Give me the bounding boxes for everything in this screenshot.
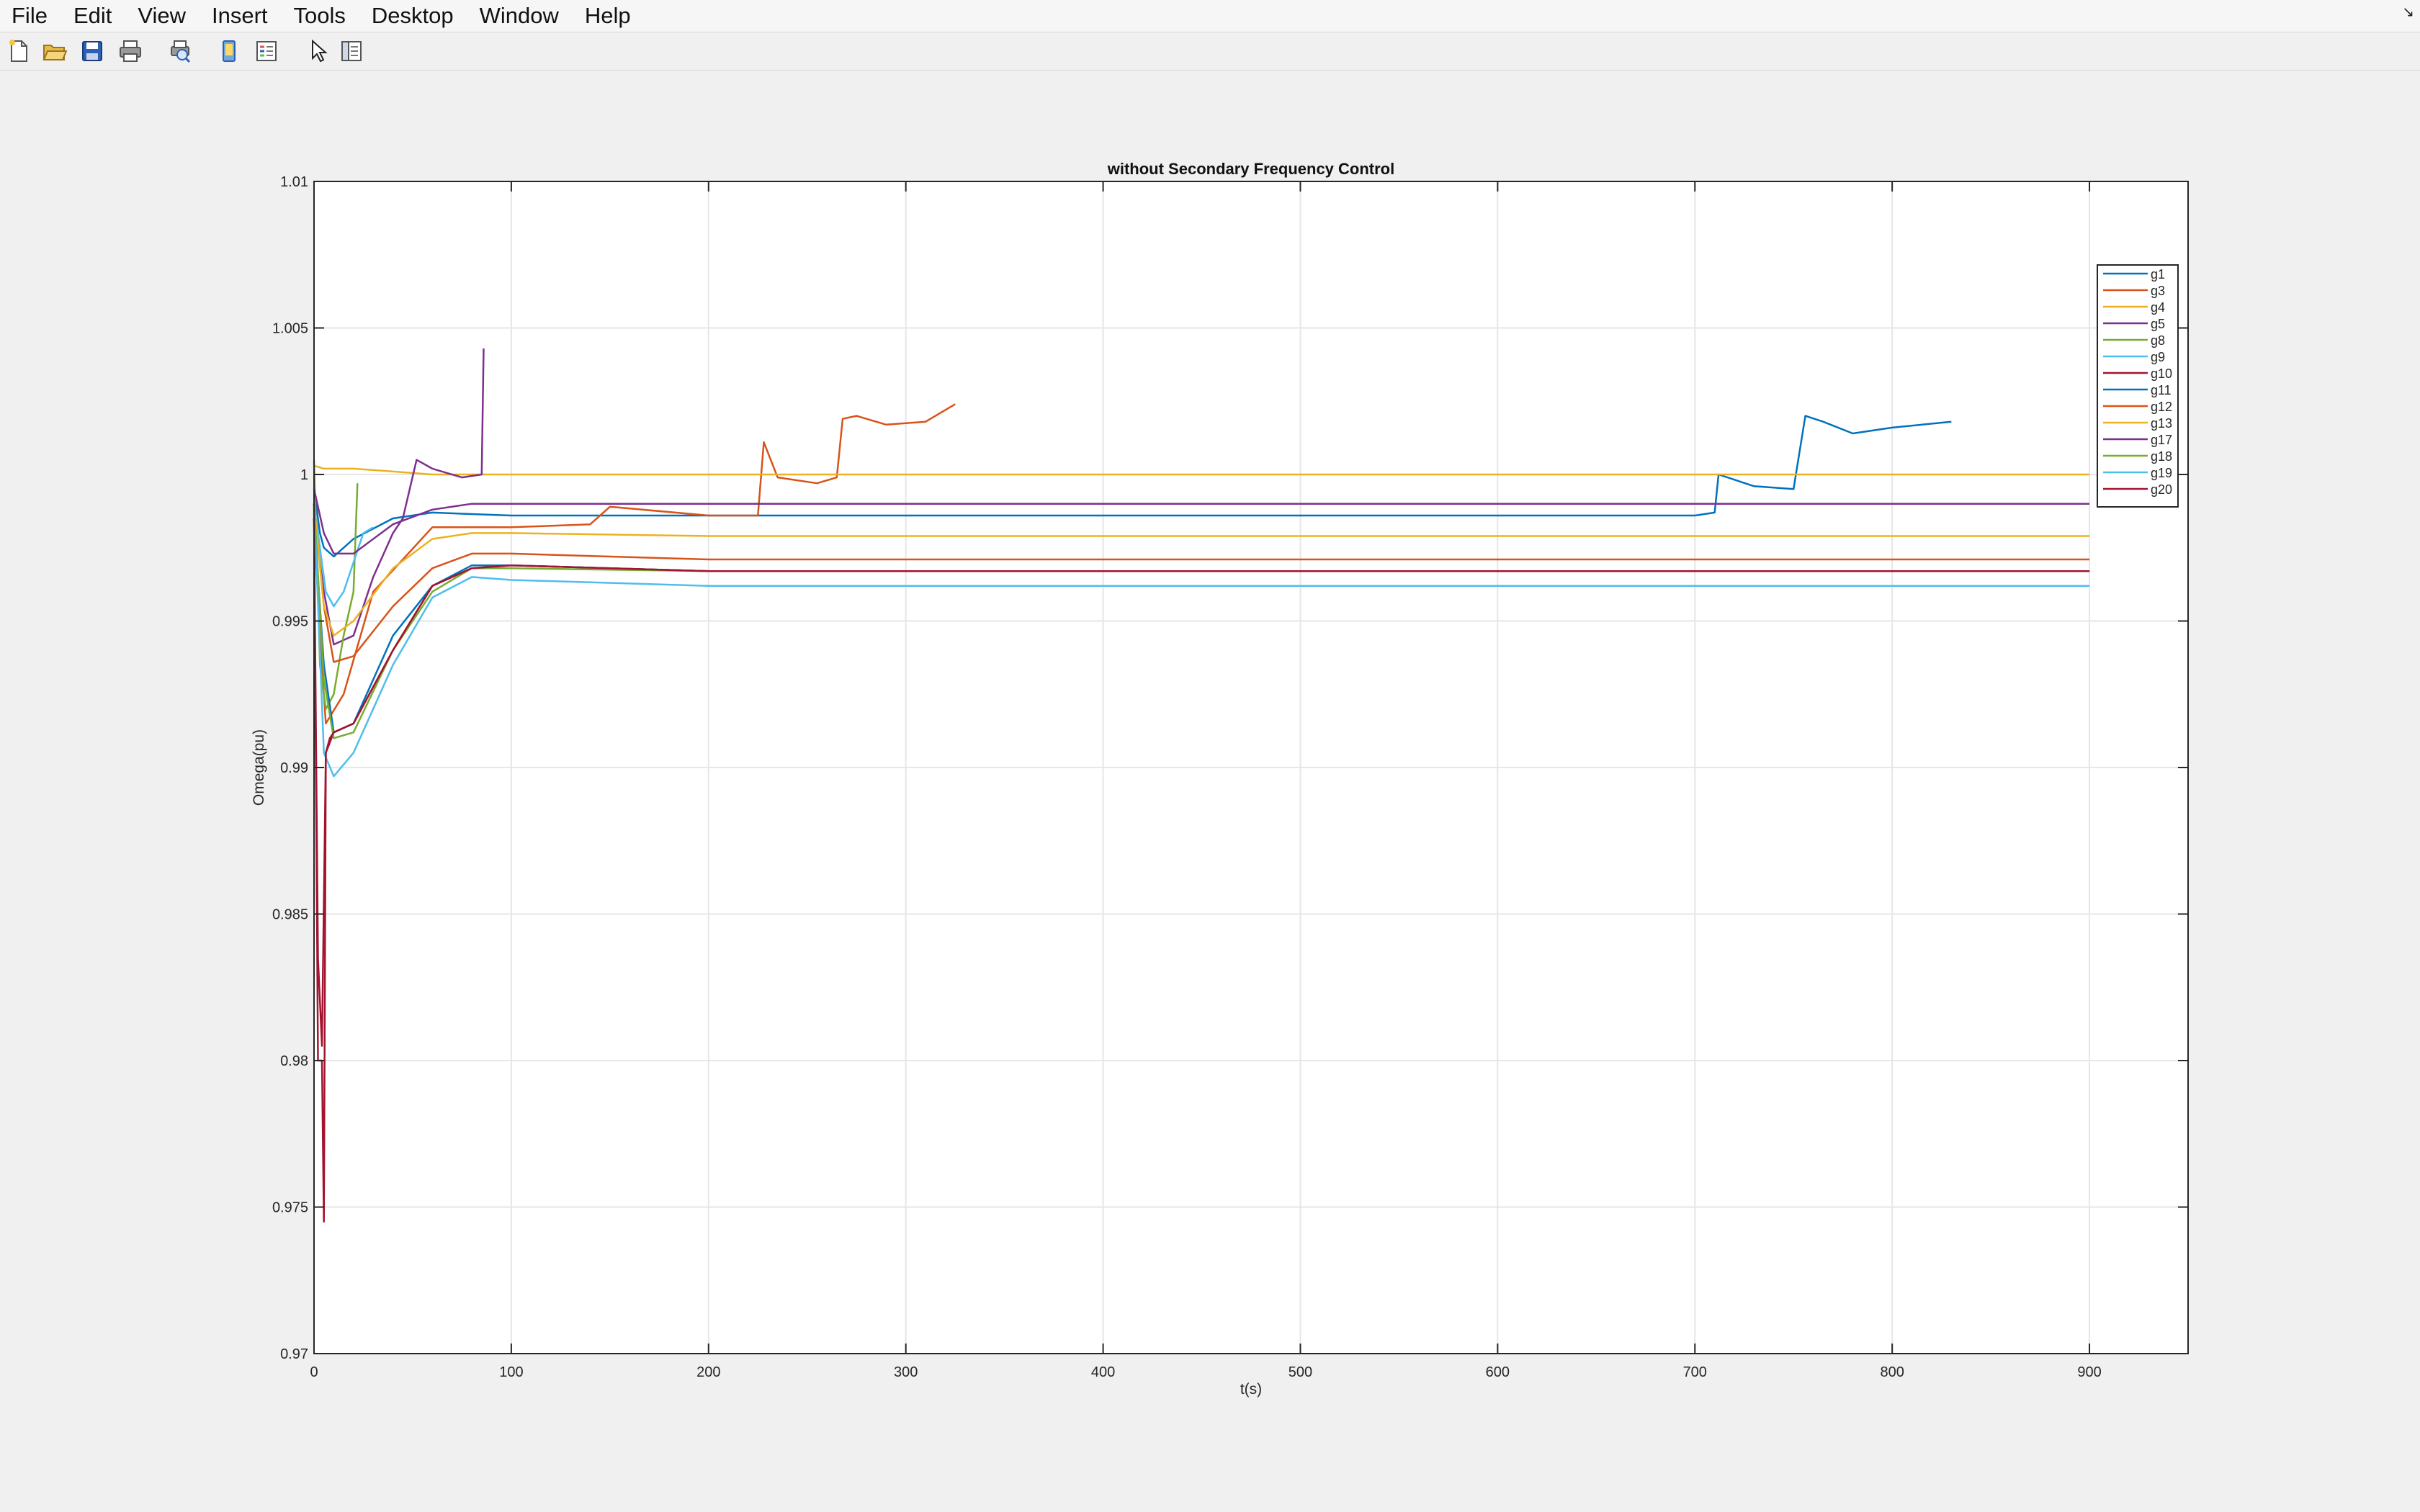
- legend-label-g10: g10: [2151, 366, 2172, 381]
- legend-label-g5: g5: [2151, 317, 2165, 331]
- menu-view[interactable]: View: [138, 3, 187, 28]
- legend-label-g13: g13: [2151, 416, 2172, 431]
- property-inspector-button[interactable]: [339, 38, 364, 64]
- x-tick-label: 500: [1289, 1364, 1312, 1380]
- grid-lines: [314, 181, 2188, 1354]
- series-line-g12: [313, 503, 2090, 663]
- insert-legend-icon: [254, 38, 279, 64]
- line-chart: 0 100 200 300 400 500 600 700 800 900 0.97 0.975 0.9…: [251, 160, 2189, 1398]
- series-line-g9: [313, 503, 374, 608]
- legend-box: [2097, 264, 2179, 508]
- print-preview-button[interactable]: [167, 38, 193, 64]
- x-tick-label: 900: [2077, 1364, 2101, 1380]
- series-line-g5: [313, 348, 485, 646]
- y-tick-label: 1.005: [272, 321, 308, 337]
- legend-label-g1: g1: [2151, 267, 2165, 282]
- property-inspector-icon: [339, 38, 364, 64]
- insert-legend-button[interactable]: [254, 38, 279, 64]
- x-tick-label: 800: [1880, 1364, 1904, 1380]
- figure-area: 0 100 200 300 400 500 600 700 800 900 0.97 0.975 0.9…: [0, 71, 2420, 1512]
- menu-tools[interactable]: Tools: [293, 3, 346, 28]
- menu-file[interactable]: File: [12, 3, 48, 28]
- edit-plot-arrow-icon: [305, 38, 331, 64]
- link-plot-button[interactable]: [216, 38, 242, 64]
- y-tick-label: 0.985: [272, 907, 308, 923]
- open-file-button[interactable]: [42, 38, 68, 64]
- series-line-g17: [313, 489, 2090, 555]
- legend-label-g12: g12: [2151, 400, 2172, 414]
- axis-ticks: 0 100 200 300 400 500 600 700 800 900 0.97 0.975 0.9…: [272, 174, 2188, 1380]
- y-tick-label: 0.995: [272, 614, 308, 630]
- legend-label-g17: g17: [2151, 433, 2172, 447]
- y-tick-label: 1.01: [280, 174, 308, 190]
- save-icon: [79, 38, 105, 64]
- series-line-g18: [313, 503, 2090, 739]
- x-tick-label: 300: [894, 1364, 918, 1380]
- open-file-icon: [42, 38, 68, 64]
- y-tick-label: 0.99: [280, 760, 308, 776]
- x-tick-label: 400: [1091, 1364, 1115, 1380]
- x-tick-label: 600: [1486, 1364, 1510, 1380]
- x-tick-label: 100: [499, 1364, 523, 1380]
- menu-help[interactable]: Help: [584, 3, 631, 28]
- series-line-g13: [313, 503, 2090, 637]
- save-button[interactable]: [79, 38, 105, 64]
- legend-label-g3: g3: [2151, 284, 2165, 298]
- menu-desktop[interactable]: Desktop: [371, 3, 454, 28]
- y-axis-label: Omega(pu): [251, 729, 267, 806]
- x-tick-label: 0: [310, 1364, 318, 1380]
- print-preview-icon: [167, 38, 193, 64]
- y-tick-label: 0.97: [280, 1346, 308, 1362]
- menu-window[interactable]: Window: [479, 3, 559, 28]
- series-layer: [313, 348, 2090, 1223]
- chart-title: without Secondary Frequency Control: [1107, 160, 1394, 178]
- menu-bar: File Edit View Insert Tools Desktop Window Help…: [0, 0, 2420, 32]
- print-button[interactable]: [117, 38, 143, 64]
- x-axis-label: t(s): [1240, 1381, 1262, 1398]
- y-tick-label: 0.98: [280, 1053, 308, 1069]
- x-tick-label: 200: [696, 1364, 720, 1380]
- legend-label-g20: g20: [2151, 482, 2172, 497]
- menu-insert[interactable]: Insert: [212, 3, 268, 28]
- legend-label-g4: g4: [2151, 300, 2165, 315]
- series-line-g19: [313, 503, 2090, 778]
- legend-label-g8: g8: [2151, 333, 2165, 348]
- legend-label-g9: g9: [2151, 350, 2165, 364]
- series-line-g1: [313, 415, 1952, 558]
- link-plot-icon: [216, 38, 242, 64]
- x-tick-label: 700: [1683, 1364, 1707, 1380]
- series-line-g20: [313, 503, 2090, 1223]
- new-figure-button[interactable]: [6, 38, 32, 64]
- legend-label-g18: g18: [2151, 449, 2172, 464]
- edit-plot-arrow-button[interactable]: [305, 38, 331, 64]
- menu-edit[interactable]: Edit: [73, 3, 112, 28]
- print-icon: [117, 38, 143, 64]
- dock-arrow-icon[interactable]: ↘: [2402, 4, 2414, 20]
- y-tick-label: 0.975: [272, 1200, 308, 1216]
- series-line-g3: [313, 403, 956, 725]
- legend[interactable]: g1 g3 g4 g5 g8 g9 g10 g11 g12 g13 g17 g18 g19 g20: [2097, 264, 2179, 508]
- legend-label-g19: g19: [2151, 466, 2172, 480]
- y-tick-label: 1: [300, 467, 308, 483]
- figure-toolbar: [0, 32, 2420, 71]
- legend-label-g11: g11: [2151, 383, 2172, 397]
- new-figure-icon: [6, 38, 32, 64]
